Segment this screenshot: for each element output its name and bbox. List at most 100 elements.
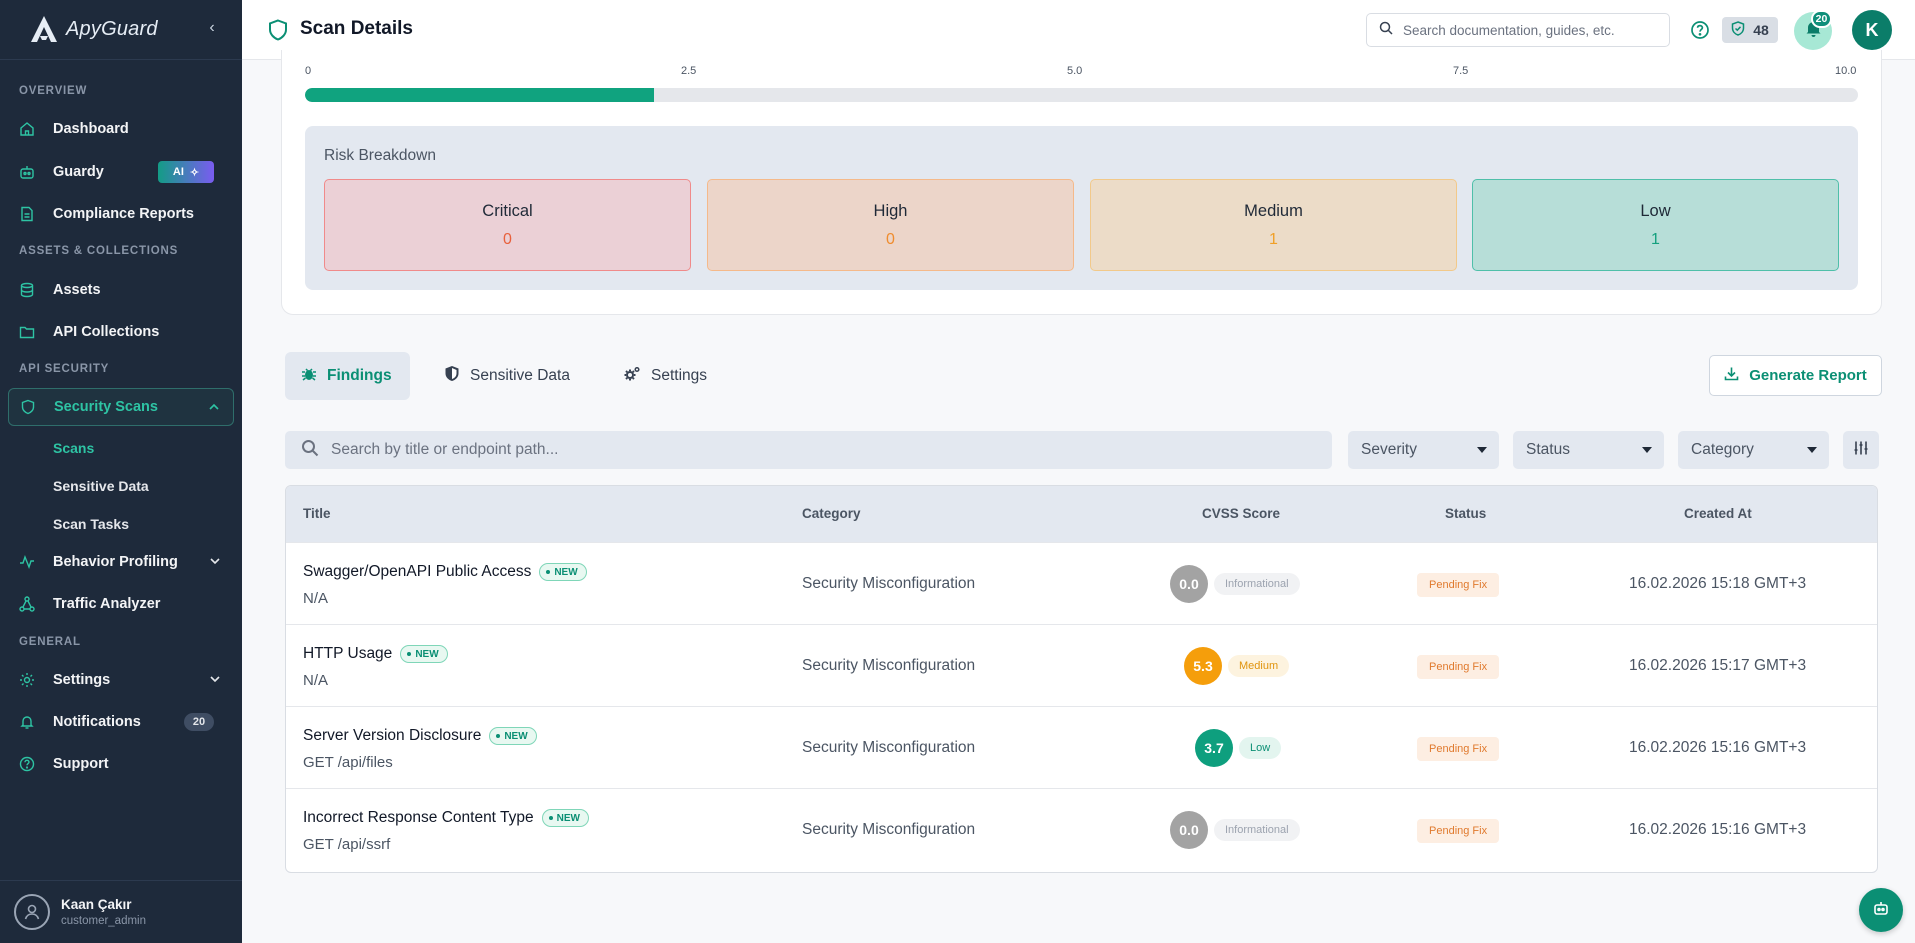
tab-findings[interactable]: Findings [285, 352, 410, 400]
sidebar-item-security-scans[interactable]: Security Scans [8, 388, 234, 426]
cvss-score: 0.0 Informational [1170, 811, 1300, 849]
scale-tick: 5.0 [1067, 65, 1083, 77]
finding-title: Swagger/OpenAPI Public Access NEW [303, 563, 587, 581]
table-row[interactable]: Swagger/OpenAPI Public Access NEW N/A Sec… [286, 542, 1877, 624]
sidebar-item-label: Dashboard [53, 121, 129, 137]
user-avatar[interactable]: K [1852, 10, 1892, 50]
risk-label: Medium [1244, 201, 1303, 220]
table-row[interactable]: HTTP Usage NEW N/A Security Misconfigurat… [286, 624, 1877, 706]
sidebar-item-support[interactable]: Support [8, 745, 234, 783]
table-header: Title Category CVSS Score Status Created… [286, 486, 1877, 542]
sidebar-item-label: API Collections [53, 324, 160, 340]
sidebar-item-behavior-profiling[interactable]: Behavior Profiling [8, 543, 234, 581]
finding-endpoint: GET /api/ssrf [303, 836, 391, 853]
download-icon [1724, 366, 1739, 385]
chat-assistant-button[interactable] [1859, 888, 1903, 932]
risk-score-fill [305, 88, 655, 102]
sliders-icon [1853, 440, 1869, 461]
risk-count: 1 [1651, 230, 1660, 248]
tab-settings[interactable]: Settings [607, 352, 725, 400]
caret-down-icon [1477, 447, 1487, 453]
tab-label: Settings [651, 367, 708, 384]
status-tag: Pending Fix [1417, 573, 1500, 597]
sidebar-subitem-scans[interactable]: Scans [53, 440, 95, 456]
folder-icon [19, 324, 35, 340]
category-filter[interactable]: Category [1678, 431, 1829, 469]
column-header-category[interactable]: Category [802, 506, 861, 521]
notifications-count-badge: 20 [184, 713, 214, 731]
column-settings-button[interactable] [1843, 431, 1879, 469]
status-filter[interactable]: Status [1513, 431, 1664, 469]
column-header-cvss[interactable]: CVSS Score [1202, 506, 1281, 521]
created-at: 16.02.2026 15:16 GMT+3 [1629, 739, 1807, 756]
findings-search-input[interactable] [331, 441, 1231, 459]
column-header-created[interactable]: Created At [1684, 506, 1752, 521]
caret-down-icon [1642, 447, 1652, 453]
column-header-title[interactable]: Title [303, 506, 331, 521]
collapse-sidebar-button[interactable]: ‹ [209, 19, 215, 36]
finding-category: Security Misconfiguration [802, 739, 976, 756]
sidebar-subitem-scan-tasks[interactable]: Scan Tasks [53, 516, 130, 532]
risk-breakdown-title: Risk Breakdown [324, 147, 436, 164]
severity-filter[interactable]: Severity [1348, 431, 1499, 469]
shield-check-icon [1731, 21, 1745, 39]
home-icon [19, 121, 35, 137]
help-icon[interactable] [1690, 20, 1710, 40]
finding-category: Security Misconfiguration [802, 821, 976, 838]
new-badge: NEW [539, 563, 587, 581]
table-row[interactable]: Incorrect Response Content Type NEW GET /… [286, 788, 1877, 870]
search-icon [1379, 21, 1393, 40]
generate-report-button[interactable]: Generate Report [1709, 355, 1882, 396]
cvss-score: 3.7 Low [1195, 729, 1282, 767]
sidebar-item-compliance-reports[interactable]: Compliance Reports [8, 195, 234, 233]
sidebar-subitem-sensitive-data[interactable]: Sensitive Data [53, 478, 149, 494]
column-header-status[interactable]: Status [1445, 506, 1487, 521]
security-score-value: 48 [1753, 22, 1769, 38]
apyguard-logo-icon [26, 13, 62, 47]
sparkle-icon: ✧ [189, 166, 200, 179]
cvss-score-circle: 5.3 [1184, 647, 1222, 685]
risk-label: Critical [482, 201, 533, 220]
network-icon [19, 596, 35, 612]
logo[interactable]: ApyGuard [0, 0, 242, 60]
sidebar-item-assets[interactable]: Assets [8, 271, 234, 309]
findings-search[interactable] [285, 431, 1332, 469]
scale-tick: 0 [305, 65, 312, 77]
chevron-down-icon [208, 554, 222, 568]
robot-icon [19, 164, 35, 180]
tab-label: Findings [327, 367, 392, 384]
section-assets: ASSETS & COLLECTIONS [19, 245, 179, 257]
status-tag: Pending Fix [1417, 737, 1500, 761]
sidebar-item-guardy[interactable]: Guardy AI ✧ [8, 153, 234, 191]
sidebar-item-traffic-analyzer[interactable]: Traffic Analyzer [8, 585, 234, 623]
doc-search-input[interactable] [1403, 22, 1653, 38]
sidebar-item-dashboard[interactable]: Dashboard [8, 110, 234, 148]
risk-count: 0 [503, 230, 512, 248]
gears-icon [623, 366, 641, 387]
finding-category: Security Misconfiguration [802, 657, 976, 674]
tab-label: Sensitive Data [470, 367, 570, 384]
tab-sensitive-data[interactable]: Sensitive Data [428, 352, 588, 400]
finding-title: Server Version Disclosure NEW [303, 727, 537, 745]
security-score-badge[interactable]: 48 [1722, 17, 1778, 43]
status-tag: Pending Fix [1417, 655, 1500, 679]
sidebar-item-api-collections[interactable]: API Collections [8, 313, 234, 351]
status-filter-label: Status [1526, 441, 1570, 458]
table-row[interactable]: Server Version Disclosure NEW GET /api/fi… [286, 706, 1877, 788]
sidebar-item-label: Traffic Analyzer [53, 596, 161, 612]
doc-search[interactable] [1366, 13, 1670, 47]
risk-count: 0 [886, 230, 895, 248]
risk-label: Low [1640, 201, 1671, 220]
user-role: customer_admin [61, 915, 147, 927]
sidebar-item-notifications[interactable]: Notifications 20 [8, 703, 234, 741]
document-icon [19, 206, 35, 222]
sidebar-item-settings[interactable]: Settings [8, 661, 234, 699]
brand-name: ApyGuard [66, 18, 158, 40]
search-icon [301, 439, 319, 462]
risk-score-bar [305, 88, 1858, 102]
cvss-score: 0.0 Informational [1170, 565, 1300, 603]
bug-icon [301, 366, 317, 387]
user-profile[interactable]: Kaan Çakır customer_admin [0, 880, 242, 943]
help-circle-icon [19, 756, 35, 772]
sidebar-item-label: Notifications [53, 714, 141, 730]
